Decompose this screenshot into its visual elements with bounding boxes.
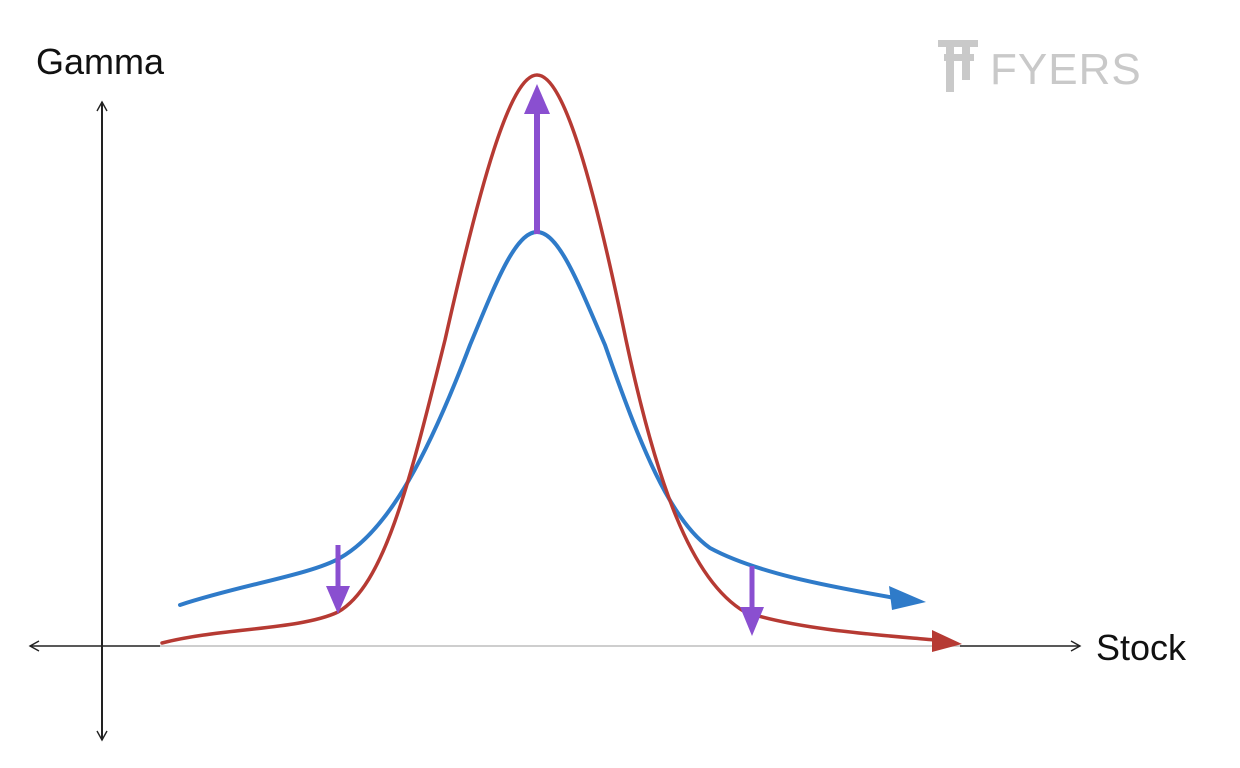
change-arrow-right — [740, 566, 764, 636]
gamma-curve-before-arrowhead — [889, 586, 926, 610]
change-arrow-peak — [524, 84, 550, 234]
change-arrow-left — [326, 545, 350, 614]
gamma-curve-after-arrowhead — [932, 630, 962, 652]
gamma-curve-after — [160, 73, 937, 645]
fyers-logo-text: FYERS — [990, 45, 1142, 94]
fyers-logo: FYERS — [938, 40, 1142, 94]
gamma-curve-before — [178, 229, 897, 607]
x-axis-label: Stock — [1096, 627, 1187, 668]
y-axis-label: Gamma — [36, 41, 165, 82]
fyers-logo-mark-icon — [938, 40, 978, 92]
